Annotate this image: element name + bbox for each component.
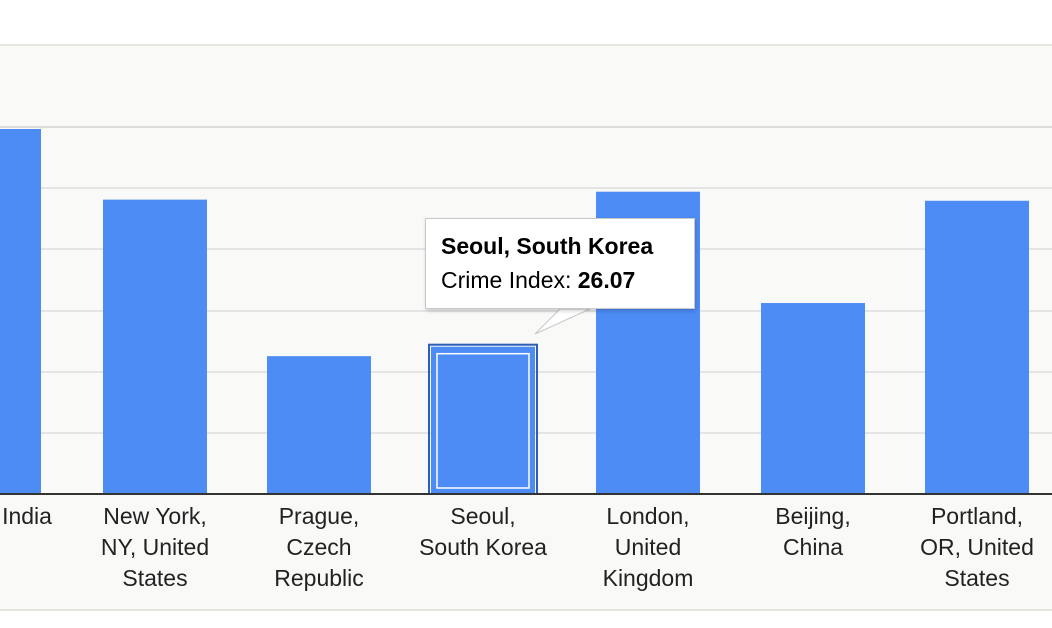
bar-highlight-inner (436, 352, 530, 489)
x-tick-label-line: States (122, 565, 188, 591)
x-tick-label-line: India (2, 503, 52, 529)
x-tick-label-line: Kingdom (602, 565, 694, 591)
x-tick-label: Portland, OR, United States (902, 501, 1052, 594)
x-tick-label-line: OR, United (920, 534, 1034, 560)
x-tick-label-line: Prague, (278, 503, 360, 529)
x-tick-label-line: Beijing, (775, 503, 851, 529)
x-tick-label-line: NY, United (100, 534, 210, 560)
tooltip-label: Crime Index: (441, 267, 572, 293)
x-tick-label-line: London, (606, 503, 690, 529)
x-tick-label: Seoul, South Korea (408, 501, 558, 563)
tooltip-title: Seoul, South Korea (441, 233, 654, 259)
x-tick-label: India (0, 501, 102, 532)
bar[interactable] (761, 303, 865, 494)
x-tick-label-line: United (614, 534, 682, 560)
tooltip-pointer (534, 308, 591, 335)
tooltip-value: 26.07 (577, 267, 636, 293)
x-tick-label-line: South Korea (419, 534, 547, 560)
x-tick-label-line: Czech (286, 534, 352, 560)
bar[interactable] (0, 129, 41, 494)
x-tick-label-line: Republic (274, 565, 364, 591)
x-tick-label-line: Portland, (930, 503, 1024, 529)
chart-tooltip: Seoul, South Korea Crime Index: 26.07 (425, 218, 695, 309)
x-tick-label: New York, NY, United States (80, 501, 230, 594)
bar[interactable] (431, 346, 535, 494)
bar[interactable] (267, 356, 371, 494)
x-tick-label-line: China (782, 534, 844, 560)
bar[interactable] (925, 200, 1029, 494)
x-tick-label: Prague, Czech Republic (244, 501, 394, 594)
x-tick-label-line: New York, (103, 503, 207, 529)
bar[interactable] (103, 199, 207, 494)
tooltip-line: Crime Index: 26.07 (441, 267, 694, 294)
x-tick-label-line: Seoul, (450, 503, 516, 529)
x-tick-label: London, United Kingdom (573, 501, 723, 594)
x-tick-label-line: States (944, 565, 1010, 591)
x-tick-label: Beijing, China (738, 501, 888, 563)
